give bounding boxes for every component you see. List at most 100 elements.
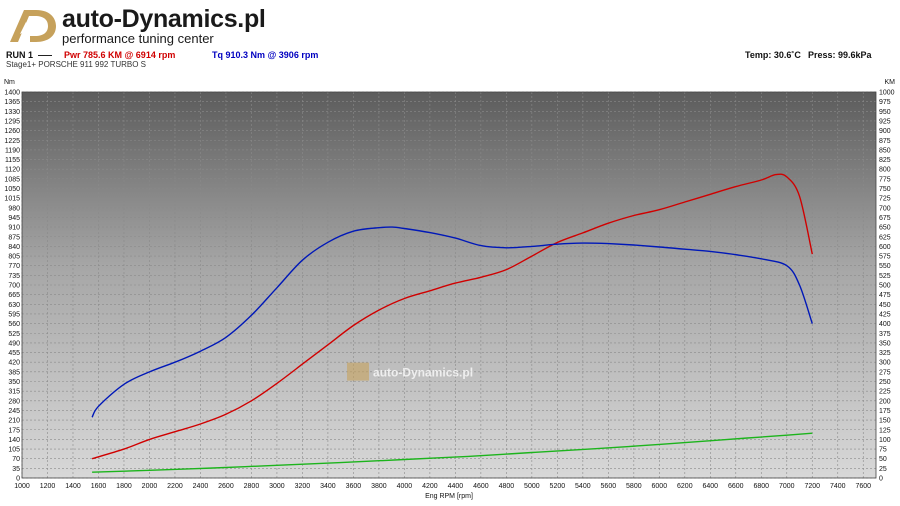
y-left-tick-label: 1400: [4, 90, 20, 97]
y-left-tick-label: 910: [8, 225, 20, 232]
y-right-tick-label: 100: [879, 437, 891, 444]
y-left-tick-label: 385: [8, 369, 20, 376]
x-tick-label: 5200: [550, 483, 566, 490]
y-left-tick-label: 35: [12, 466, 20, 473]
x-tick-label: 7600: [855, 483, 871, 490]
y-left-tick-label: 630: [8, 302, 20, 309]
x-tick-label: 4000: [397, 483, 413, 490]
x-tick-label: 2000: [142, 483, 158, 490]
y-right-tick-label: 925: [879, 118, 891, 125]
y-right-tick-label: 150: [879, 418, 891, 425]
y-left-tick-label: 945: [8, 215, 20, 222]
x-tick-label: 1400: [65, 483, 81, 490]
watermark-logo-icon: [347, 362, 370, 381]
x-tick-label: 3800: [371, 483, 387, 490]
y-left-tick-label: 140: [8, 437, 20, 444]
dyno-chart: auto-Dynamics.pl 0 35 70 105 140 175 210 245 280…: [4, 79, 896, 500]
y-right-tick-label: 425: [879, 311, 891, 318]
y-left-tick-label: 875: [8, 234, 20, 241]
y-right-tick-label: 325: [879, 350, 891, 357]
y-right-tick-label: 350: [879, 340, 891, 347]
y-left-tick-label: 490: [8, 340, 20, 347]
y-left-tick-label: 1120: [5, 167, 20, 174]
brand-logo-icon: [10, 10, 56, 42]
x-tick-label: 2800: [244, 483, 260, 490]
y-left-tick-label: 1190: [5, 147, 20, 154]
y-left-tick-label: 0: [16, 476, 20, 483]
x-tick-label: 5400: [575, 483, 591, 490]
x-tick-label: 6800: [753, 483, 769, 490]
x-tick-label: 2200: [167, 483, 183, 490]
y-right-tick-label: 825: [879, 157, 891, 164]
x-tick-label: 3400: [320, 483, 336, 490]
y-left-tick-label: 595: [8, 311, 20, 318]
x-tick-label: 5000: [524, 483, 540, 490]
y-right-tick-label: 900: [879, 128, 891, 135]
x-tick-label: 1000: [14, 483, 30, 490]
y-right-tick-label: 475: [879, 292, 891, 299]
y-left-tick-label: 455: [8, 350, 20, 357]
y-left-tick-label: 1085: [4, 176, 20, 183]
y-left-tick-label: 420: [8, 360, 20, 367]
y-left-tick-label: 280: [8, 398, 20, 405]
x-tick-label: 6600: [728, 483, 744, 490]
y-left-tick-label: 805: [8, 254, 20, 261]
series-line-tq: [91, 226, 813, 418]
y-right-axis-label: KM: [885, 79, 896, 86]
y-left-tick-label: 525: [8, 331, 20, 338]
x-tick-label: 7400: [830, 483, 846, 490]
temperature-label: Temp: 30.6˚C: [745, 50, 801, 60]
x-tick-label: 4400: [448, 483, 464, 490]
y-right-tick-label: 750: [879, 186, 891, 193]
y-right-tick-label: 975: [879, 99, 891, 106]
x-tick-label: 1200: [40, 483, 56, 490]
y-left-tick-label: 1015: [4, 196, 20, 203]
y-right-tick-label: 175: [879, 408, 891, 415]
power-peak-label: Pwr 785.6 KM @ 6914 rpm: [64, 50, 176, 60]
x-tick-label: 6400: [703, 483, 719, 490]
y-left-tick-label: 105: [8, 447, 20, 454]
y-right-tick-label: 600: [879, 244, 891, 251]
y-left-tick-label: 700: [8, 283, 20, 290]
x-tick-label: 3200: [295, 483, 311, 490]
y-right-tick-label: 75: [879, 447, 887, 454]
brand-tagline: performance tuning center: [62, 31, 214, 46]
torque-peak-label: Tq 910.3 Nm @ 3906 rpm: [212, 50, 319, 60]
y-right-tick-label: 650: [879, 225, 891, 232]
y-left-tick-label: 840: [8, 244, 20, 251]
legend-line: [38, 55, 52, 56]
x-tick-label: 7200: [804, 483, 820, 490]
y-left-tick-label: 210: [8, 418, 20, 425]
plot-frame: [21, 91, 877, 479]
x-tick-label: 6000: [652, 483, 668, 490]
series-line-loss: [92, 432, 813, 473]
series-line-pwr: [91, 173, 813, 460]
y-right-tick-label: 950: [879, 109, 891, 116]
y-right-tick-label: 275: [879, 369, 891, 376]
y-right-tick-label: 1000: [879, 90, 895, 97]
y-left-tick-label: 175: [8, 427, 20, 434]
y-left-tick-label: 1260: [4, 128, 20, 135]
y-left-tick-label: 1330: [4, 109, 20, 116]
x-tick-label: 3000: [269, 483, 285, 490]
x-tick-label: 3600: [346, 483, 362, 490]
x-tick-label: 2400: [193, 483, 209, 490]
y-right-tick-label: 300: [879, 360, 891, 367]
y-right-tick-label: 0: [879, 476, 883, 483]
y-right-tick-label: 525: [879, 273, 891, 280]
x-axis-label: Eng RPM [rpm]: [425, 493, 473, 500]
brand-name: auto-Dynamics.pl: [62, 5, 266, 33]
vehicle-description: Stage1+ PORSCHE 911 992 TURBO S: [6, 60, 146, 69]
y-right-tick-label: 800: [879, 167, 891, 174]
y-left-tick-label: 1295: [4, 118, 20, 125]
y-right-tick-label: 675: [879, 215, 891, 222]
y-right-tick-label: 500: [879, 283, 891, 290]
y-right-tick-label: 625: [879, 234, 891, 241]
x-tick-label: 5800: [626, 483, 642, 490]
y-right-tick-label: 550: [879, 263, 891, 270]
y-right-tick-label: 775: [879, 176, 891, 183]
x-tick-label: 2600: [218, 483, 234, 490]
y-right-tick-label: 375: [879, 331, 891, 338]
y-right-tick-label: 700: [879, 205, 891, 212]
y-left-tick-label: 980: [8, 205, 20, 212]
